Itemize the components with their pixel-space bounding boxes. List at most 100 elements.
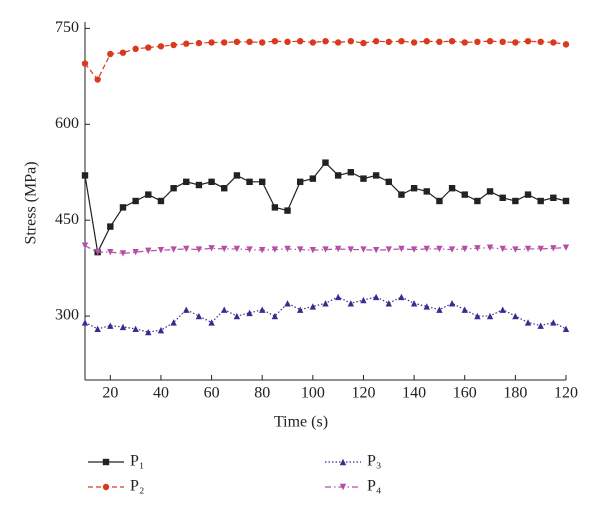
data-point — [524, 191, 532, 198]
data-point — [221, 306, 228, 313]
data-point — [524, 245, 532, 253]
data-point — [398, 191, 405, 198]
data-point — [372, 293, 380, 301]
x-tick-label: 60 — [204, 385, 220, 402]
data-point — [372, 37, 380, 45]
data-point — [423, 245, 430, 253]
data-point — [448, 37, 456, 45]
data-point — [448, 185, 456, 192]
data-point — [385, 246, 392, 253]
data-point — [334, 245, 342, 253]
data-point — [537, 245, 544, 253]
data-point — [448, 246, 456, 253]
data-point — [512, 312, 519, 320]
data-point — [385, 178, 392, 186]
data-point — [107, 322, 114, 329]
data-point — [107, 50, 114, 58]
data-point — [81, 242, 89, 249]
data-point — [347, 300, 355, 307]
data-point — [157, 326, 165, 334]
data-point — [309, 175, 317, 182]
data-point — [271, 37, 279, 45]
data-point — [271, 204, 279, 211]
data-point — [448, 300, 456, 307]
legend-marker — [102, 483, 110, 491]
data-point — [195, 312, 203, 320]
data-point — [398, 37, 405, 45]
data-point — [259, 178, 266, 186]
data-point — [233, 38, 241, 46]
data-point — [360, 246, 367, 253]
data-point — [157, 43, 165, 50]
data-point — [385, 38, 392, 46]
data-point — [221, 245, 228, 253]
data-point — [499, 194, 506, 202]
data-point — [259, 247, 266, 254]
data-point — [284, 300, 291, 307]
data-point — [208, 245, 215, 252]
data-point — [208, 178, 215, 186]
legend-label: P₃ — [367, 453, 381, 470]
data-point — [423, 303, 430, 310]
x-axis-label: Time (s) — [274, 414, 328, 431]
legend-marker — [339, 483, 347, 491]
data-point — [183, 40, 190, 47]
data-point — [461, 306, 468, 313]
data-point — [94, 325, 101, 333]
data-point — [284, 38, 291, 46]
data-point — [145, 247, 152, 255]
data-point — [486, 37, 494, 45]
data-point — [271, 312, 279, 320]
data-point — [132, 248, 139, 256]
data-point — [81, 172, 89, 179]
data-point — [119, 250, 127, 257]
data-point — [499, 306, 506, 313]
data-point — [537, 322, 544, 329]
data-point — [157, 247, 165, 254]
data-point — [499, 38, 506, 46]
data-point — [296, 306, 304, 313]
data-point — [474, 38, 481, 46]
data-point — [436, 197, 443, 205]
data-point — [296, 37, 304, 45]
data-point — [119, 49, 127, 56]
data-point — [132, 45, 139, 53]
data-point — [284, 207, 291, 214]
data-point — [233, 245, 241, 253]
data-point — [271, 246, 279, 253]
data-point — [537, 38, 544, 46]
data-point — [81, 319, 89, 326]
data-point — [512, 197, 519, 205]
data-point — [170, 319, 177, 326]
data-point — [347, 246, 355, 253]
data-point — [461, 245, 468, 253]
data-point — [398, 293, 405, 301]
x-tick-label: 140 — [402, 385, 426, 402]
legend-label: P₁ — [130, 453, 144, 470]
data-point — [423, 188, 430, 195]
data-point — [461, 191, 468, 198]
data-point — [550, 39, 557, 46]
data-point — [284, 245, 291, 253]
data-point — [170, 185, 177, 192]
data-point — [372, 172, 380, 179]
x-tick-label: 120 — [554, 385, 578, 402]
data-point — [145, 44, 152, 51]
data-point — [486, 188, 494, 195]
data-point — [347, 169, 355, 176]
data-point — [322, 246, 329, 253]
data-point — [221, 185, 228, 192]
legend-marker — [102, 458, 110, 466]
data-point — [410, 300, 418, 307]
data-point — [474, 197, 481, 205]
data-point — [550, 194, 557, 202]
data-point — [195, 39, 203, 47]
data-point — [246, 309, 253, 317]
x-tick-label: 80 — [254, 385, 270, 402]
data-point — [309, 247, 317, 254]
data-point — [550, 319, 557, 326]
series-line — [84, 245, 567, 255]
data-point — [183, 245, 190, 253]
data-point — [246, 178, 253, 186]
